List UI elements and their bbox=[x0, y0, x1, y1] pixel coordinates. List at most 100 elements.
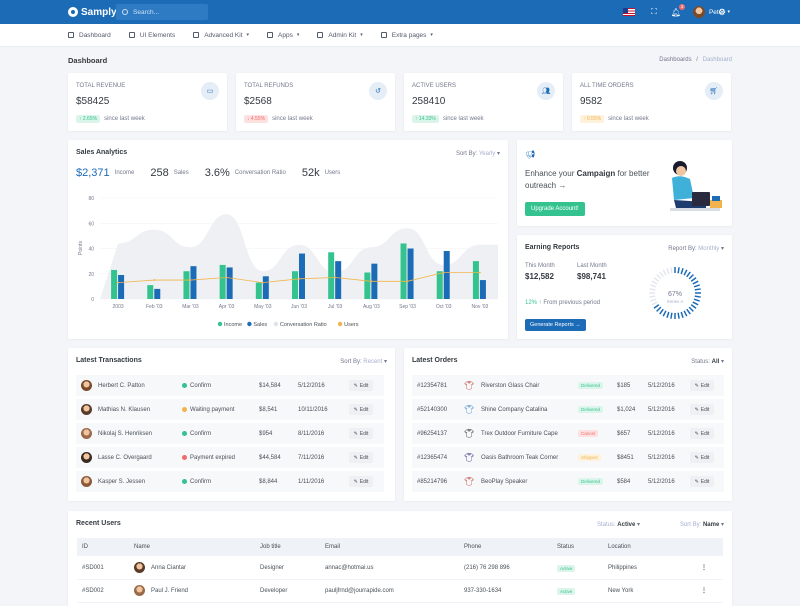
sales-sort-dropdown[interactable]: Sort By: Yearly ▾ bbox=[456, 150, 500, 157]
sort-value: Name bbox=[702, 522, 720, 528]
gauge-tick bbox=[666, 268, 670, 275]
sales-bar[interactable] bbox=[118, 275, 125, 299]
search-input[interactable]: Search... bbox=[116, 4, 208, 20]
legend-label[interactable]: Users bbox=[344, 322, 359, 328]
report-by-dropdown[interactable]: Report By: Monthly ▾ bbox=[668, 245, 724, 252]
sales-analytics-title: Sales Analytics bbox=[76, 149, 128, 156]
legend-marker bbox=[247, 321, 252, 327]
breadcrumb-dashboards[interactable]: Dashboards bbox=[659, 57, 692, 63]
edit-button[interactable]: ✎ Edit bbox=[349, 476, 373, 487]
stat-card-active-users: Active Users 258410 ↑ 14.33% since last wee… bbox=[404, 73, 563, 131]
income-bar[interactable] bbox=[292, 271, 298, 299]
nav-item-ui-elements[interactable]: UI Elements bbox=[128, 32, 175, 39]
users-sort-dropdown[interactable]: Sort By: Name ▾ bbox=[680, 521, 724, 528]
user-name[interactable]: Peter bbox=[708, 8, 725, 16]
sales-bar[interactable] bbox=[299, 253, 305, 299]
income-bar[interactable] bbox=[472, 261, 479, 299]
edit-button[interactable]: ✎ Edit bbox=[690, 452, 714, 463]
nav-item-apps[interactable]: Apps ▾ bbox=[267, 32, 299, 39]
sales-bar[interactable] bbox=[154, 288, 161, 299]
income-bar[interactable] bbox=[255, 282, 262, 299]
settings-gear-icon[interactable]: ⚙ bbox=[718, 7, 727, 17]
avatar bbox=[81, 476, 92, 487]
sales-bar[interactable] bbox=[262, 276, 269, 299]
income-bar[interactable] bbox=[111, 269, 118, 299]
nav-item-advanced-kit[interactable]: Advanced Kit ▾ bbox=[193, 32, 249, 39]
sales-bar[interactable] bbox=[226, 267, 233, 299]
gauge-tick bbox=[651, 301, 658, 306]
income-bar[interactable] bbox=[364, 272, 371, 299]
income-bar[interactable] bbox=[400, 243, 407, 299]
order-id[interactable]: #96254137 bbox=[417, 430, 448, 437]
last-month-label: Last Month bbox=[577, 263, 607, 269]
sales-bar[interactable] bbox=[479, 280, 486, 299]
legend-label[interactable]: Conversation Ratio bbox=[280, 322, 327, 328]
this-month-label: This Month bbox=[525, 263, 555, 269]
order-id[interactable]: #12365474 bbox=[417, 454, 448, 461]
legend-label[interactable]: Sales bbox=[253, 322, 267, 328]
column-header-status[interactable]: Status bbox=[557, 544, 575, 550]
product-shirt-icon: 👕︎ bbox=[464, 405, 475, 414]
upgrade-account-button[interactable]: Upgrade Account! bbox=[525, 202, 585, 216]
generate-reports-button[interactable]: Generate Reports → bbox=[525, 319, 586, 331]
gauge-series-label: Series A bbox=[667, 299, 684, 304]
sales-bar[interactable] bbox=[443, 251, 450, 299]
nav-item-admin-kit[interactable]: Admin Kit ▾ bbox=[317, 32, 363, 39]
x-tick-label: Mar '03 bbox=[182, 304, 199, 310]
column-header-name[interactable]: Name bbox=[134, 544, 151, 550]
more-options-icon[interactable]: ⋮ bbox=[701, 588, 707, 594]
order-id[interactable]: #12354781 bbox=[417, 382, 448, 389]
income-bar[interactable] bbox=[183, 271, 190, 299]
users-value: 52k bbox=[301, 167, 320, 179]
fullscreen-icon[interactable]: ⛶ bbox=[651, 7, 657, 16]
column-header-id[interactable]: ID bbox=[82, 544, 88, 550]
latest-transactions-card: Latest Transactions Sort By: Recent ▾ He… bbox=[68, 348, 395, 501]
column-header-job-title[interactable]: Job title bbox=[260, 544, 281, 550]
user-avatar[interactable] bbox=[692, 6, 705, 18]
order-id[interactable]: #85214796 bbox=[417, 478, 448, 485]
chevron-down-icon[interactable]: ▾ bbox=[727, 9, 730, 15]
income-bar[interactable] bbox=[436, 271, 443, 299]
edit-label: Edit bbox=[359, 382, 369, 389]
user-email[interactable]: pauljfrnd@jourrapide.com bbox=[325, 588, 394, 594]
edit-button[interactable]: ✎ Edit bbox=[690, 380, 714, 391]
product-shirt-icon: 👕︎ bbox=[464, 429, 475, 438]
edit-button[interactable]: ✎ Edit bbox=[349, 428, 373, 439]
column-header-location[interactable]: Location bbox=[608, 544, 631, 550]
more-options-icon[interactable]: ⋮ bbox=[701, 565, 707, 571]
notification-bell-icon[interactable]: 🔔︎ 3 bbox=[670, 4, 685, 17]
sales-bar[interactable] bbox=[190, 266, 197, 299]
user-email[interactable]: annac@hotmai.us bbox=[325, 565, 374, 571]
order-id[interactable]: #52140300 bbox=[417, 406, 448, 413]
income-bar[interactable] bbox=[147, 285, 154, 299]
column-header-email[interactable]: Email bbox=[325, 544, 341, 550]
legend-label[interactable]: Income bbox=[224, 322, 242, 328]
edit-button[interactable]: ✎ Edit bbox=[690, 428, 714, 439]
edit-button[interactable]: ✎ Edit bbox=[349, 404, 373, 415]
gauge-tick bbox=[693, 298, 700, 302]
transactions-sort-dropdown[interactable]: Sort By: Recent ▾ bbox=[340, 358, 387, 365]
order-status-badge: Delivered bbox=[578, 478, 604, 485]
nav-item-extra-pages[interactable]: Extra pages ▾ bbox=[380, 32, 433, 39]
last-month-value: $98,741 bbox=[577, 272, 606, 281]
user-status-badge: Active bbox=[557, 565, 576, 572]
edit-button[interactable]: ✎ Edit bbox=[690, 476, 714, 487]
edit-button[interactable]: ✎ Edit bbox=[690, 404, 714, 415]
avatar bbox=[134, 585, 145, 596]
orders-status-dropdown[interactable]: Status: All ▾ bbox=[691, 358, 724, 365]
logo-icon bbox=[68, 7, 78, 17]
language-flag-icon[interactable] bbox=[622, 8, 635, 16]
brand-logo[interactable]: Samply bbox=[68, 7, 117, 18]
nav-item-dashboard[interactable]: Dashboard bbox=[68, 32, 111, 39]
column-header-phone[interactable]: Phone bbox=[464, 544, 482, 550]
user-phone: 937-330-1634 bbox=[464, 588, 502, 594]
edit-button[interactable]: ✎ Edit bbox=[349, 452, 373, 463]
sales-bar[interactable] bbox=[335, 261, 342, 299]
income-bar[interactable] bbox=[219, 264, 226, 299]
income-bar[interactable] bbox=[328, 252, 335, 299]
users-status-dropdown[interactable]: Status: Active ▾ bbox=[597, 521, 640, 528]
sales-bar[interactable] bbox=[407, 248, 414, 300]
status-value: All bbox=[711, 359, 720, 365]
users-point bbox=[334, 276, 337, 279]
edit-button[interactable]: ✎ Edit bbox=[349, 380, 373, 391]
